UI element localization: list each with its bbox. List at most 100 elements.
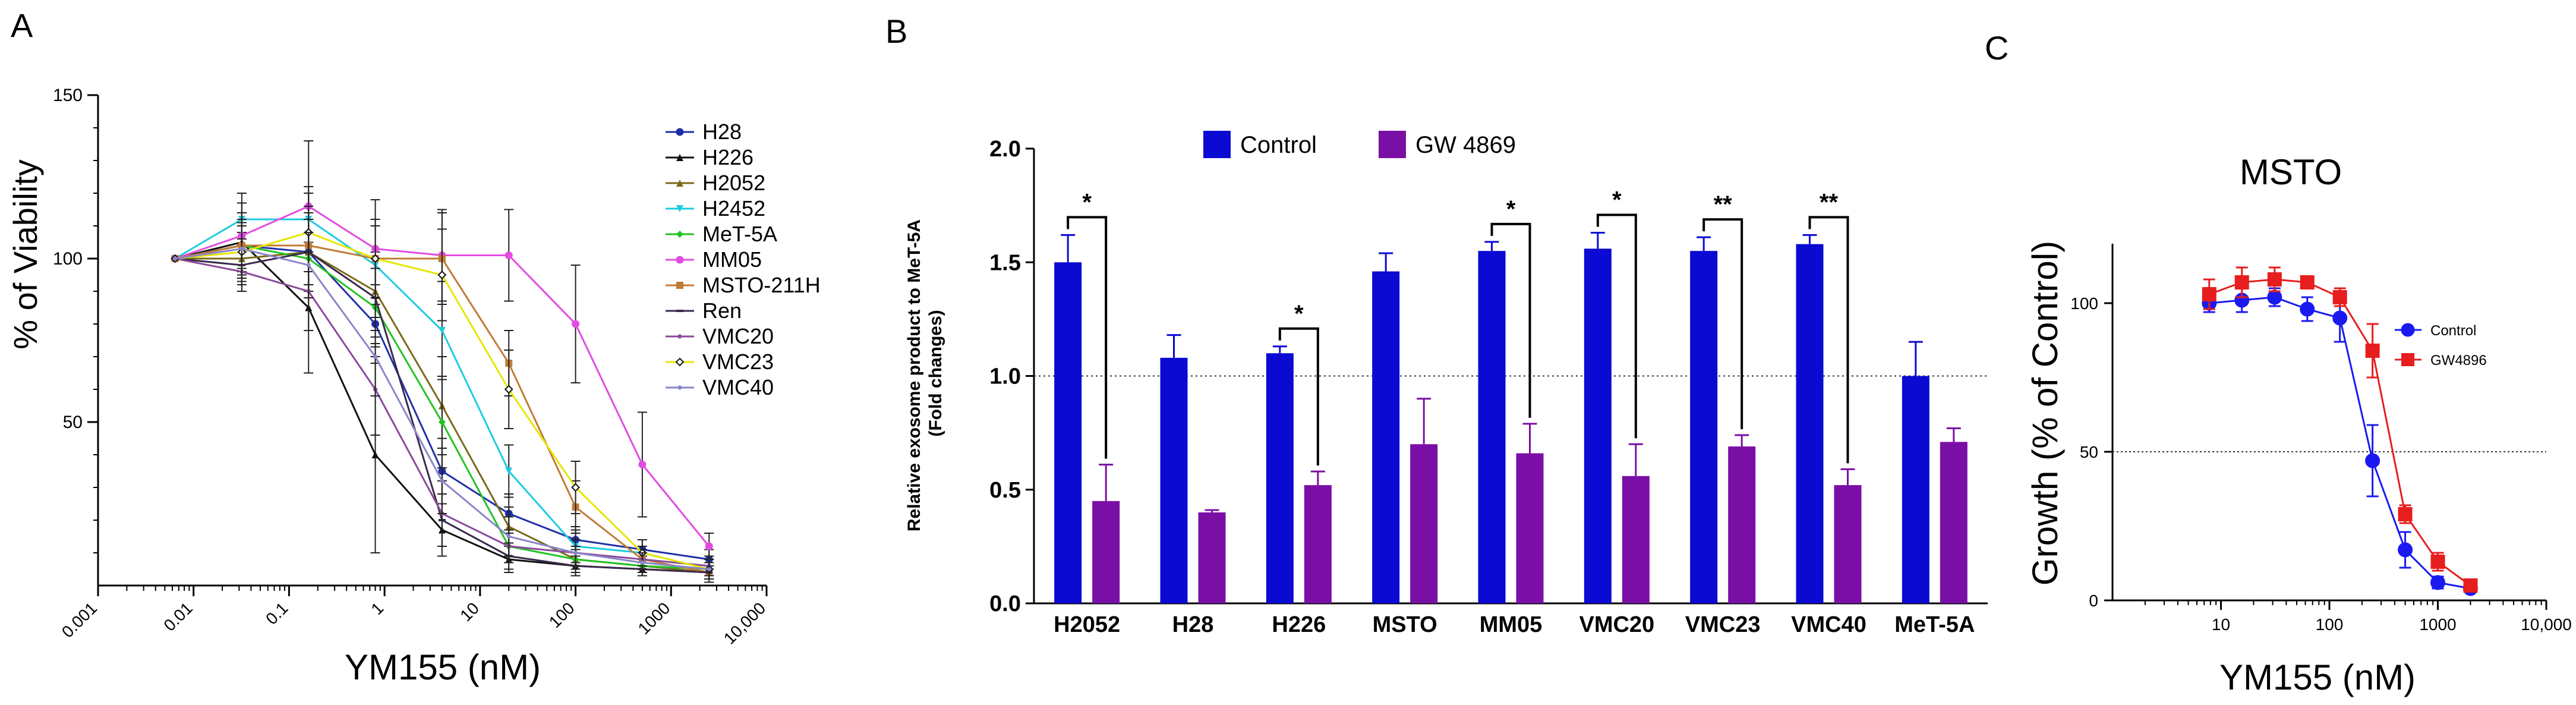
panel-c-legend-entry-control: Control [2395,323,2476,339]
panel-a-x-tick-label: 0.001 [58,599,100,641]
panel-b-bar-gw4869 [1834,485,1862,603]
panel-a-data-point [638,461,647,468]
panel-c-data-point [2267,272,2282,287]
panel-b-group-vmc40 [1796,234,1862,603]
panel-c-data-point [2365,453,2380,468]
panel-c-data-point [2332,310,2348,326]
panel-b-y-axis-title: Relative exosome product to MeT-5A (Fold… [904,215,945,531]
panel-c-data-point [2398,542,2413,558]
panel-b-legend-entry-gw4869: GW 4869 [1379,131,1516,158]
panel-c-axes [2104,244,2547,610]
panel-a-legend-entry-ren: Ren [666,298,742,323]
panel-a-legend-swatch-marker [676,180,683,187]
panel-a-legend-entry-h28: H28 [666,119,742,144]
panel-a-data-point [440,479,444,483]
panel-b-group-vmc23 [1690,236,1756,603]
panel-b-significance-vmc40: ** [1808,189,1849,464]
panel-b-bar-gw4869 [1304,485,1332,603]
panel-b-bars [1054,232,1968,603]
panel-c-data-point [2332,290,2347,304]
panel-c-x-tick-label: 1000 [2419,615,2456,634]
panel-a: A % of Viability YM155 (nM) 50 100 150 0.00… [7,7,821,687]
panel-b-label: B [885,12,907,50]
panel-b-x-tick-label: H2052 [1054,612,1120,637]
panel-c-data-point [2267,289,2282,305]
panel-a-legend-label: VMC20 [702,324,774,348]
panel-b-significance-vmc20: * [1596,187,1637,439]
panel-b-significance-stars: ** [1714,191,1733,218]
panel-b-bar-gw4869 [1940,442,1968,603]
panel-a-legend-swatch-marker [676,231,683,238]
panel-b-bar-gw4869 [1092,501,1120,603]
panel-a-x-axis-title: YM155 (nM) [345,647,541,687]
panel-b-y-tick-label: 0.0 [989,591,1021,616]
panel-b-legend: Control GW 4869 [1203,131,1516,158]
panel-b-significance-bracket [1702,218,1743,429]
panel-b-bar-control [1690,251,1718,603]
panel-a-data-point [504,385,513,394]
panel-b-x-tick-label: VMC40 [1791,612,1866,637]
panel-b-axes [1026,147,1988,605]
panel-b-x-tick-label: MeT-5A [1894,612,1975,637]
panel-b-significance-bracket [1490,222,1531,418]
panel-b-bar-gw4869 [1516,453,1544,603]
panel-a-data-point [239,246,244,251]
panel-c: C MSTO Growth (% of Control) YM155 (nM) … [1985,29,2572,697]
panel-b-significance-bracket [1808,216,1849,464]
panel-a-legend-label: VMC40 [702,375,774,399]
panel-b-legend-entry-control: Control [1203,131,1317,158]
panel-b-x-tick-label: VMC20 [1579,612,1654,637]
panel-a-x-tick-label: 10,000 [720,599,769,647]
panel-c-data-point [2463,578,2478,593]
panel-b-significance-stars: * [1506,196,1516,222]
panel-a-x-tick-label: 0.1 [262,599,291,628]
panel-a-data-point [571,483,580,492]
panel-b-tick-labels: 0.0 0.5 1.0 1.5 2.0 H2052 H28 H226 MSTO MM05 VMC20… [989,137,1975,637]
panel-b-significance-stars: * [1612,187,1622,213]
panel-b-bar-control [1054,262,1082,603]
panel-c-data-point [2300,301,2315,317]
panel-a-x-tick-label: 0.01 [160,599,196,634]
panel-a-data-point [306,263,311,267]
panel-b-y-axis-title-line1: Relative exosome product to MeT-5A [904,220,924,531]
panel-c-series-gw4896 [2202,266,2478,593]
panel-b-bar-control [1796,244,1824,603]
panel-c-x-tick-label: 10 [2212,615,2230,634]
panel-a-series [171,140,714,583]
panel-c-legend-swatch-marker [2401,353,2414,366]
panel-b-legend-swatch [1379,131,1406,158]
panel-c-y-tick-label: 0 [2089,591,2098,610]
panel-a-label: A [11,7,33,44]
panel-b-legend-swatch [1203,131,1231,158]
panel-a-legend-swatch-marker [677,334,682,339]
panel-b-group-mm05 [1478,241,1544,603]
panel-b-y-tick-label: 0.5 [989,478,1021,503]
panel-a-legend-label: H2052 [702,171,765,195]
panel-a-legend-swatch-marker [676,256,684,264]
panel-a-data-point [640,560,645,565]
panel-a-legend-label: VMC23 [702,350,774,374]
panel-b-significance-mm05: * [1490,196,1531,418]
panel-b-significance: *** * ** ** [1067,187,1849,466]
panel-a-data-point [506,534,511,539]
panel-a-legend-swatch-marker [675,357,685,367]
panel-a-legend-entry-h2052: H2052 [666,171,765,195]
panel-b-significance-vmc23: ** [1702,191,1743,429]
panel-a-data-point [707,566,711,572]
panel-b-bar-control [1266,353,1294,603]
panel-b-legend-label: Control [1240,132,1317,158]
panel-b-bar-control [1584,248,1612,603]
panel-a-legend-label: MM05 [702,247,762,272]
panel-a-legend-swatch-marker [676,128,684,136]
panel-a-legend-swatch-marker [676,310,683,312]
panel-a-legend-label: H28 [702,119,742,144]
panel-c-data-point [2234,275,2249,289]
panel-a-legend-swatch-marker [676,205,683,212]
panel-a-legend-entry-vmc23: VMC23 [666,350,774,374]
panel-b-y-tick-label: 1.5 [989,250,1021,275]
panel-b-group-vmc20 [1584,232,1650,603]
panel-b-group-met-5a [1902,341,1968,603]
panel-b-x-tick-label: H226 [1272,612,1326,637]
panel-c-legend: Control GW4896 [2395,323,2487,369]
panel-b-legend-label: GW 4869 [1415,132,1516,158]
